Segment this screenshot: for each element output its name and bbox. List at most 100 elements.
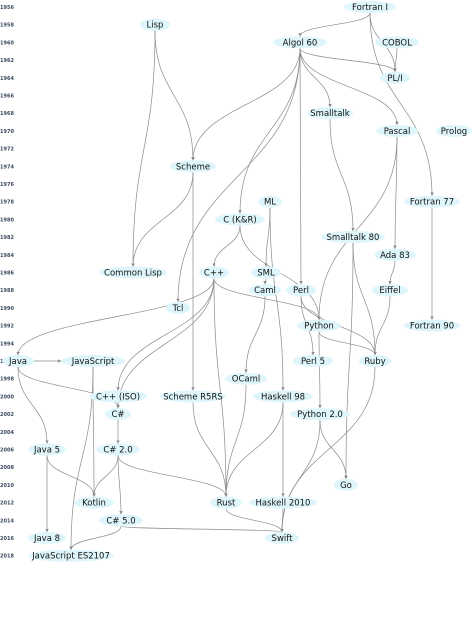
node-sml: SML (251, 266, 281, 279)
node-label: Perl 5 (301, 357, 325, 367)
node-background (99, 266, 167, 279)
node-go: Go (334, 478, 358, 491)
node-label: C# (111, 410, 124, 420)
node-label: ML (264, 198, 276, 208)
node-haskell98: Haskell 98 (253, 390, 313, 403)
node-label: Java 5 (33, 446, 60, 456)
node-smalltalk80: Smalltalk 80 (321, 231, 385, 244)
node-ml: ML (258, 195, 282, 208)
node-caml: Caml (249, 284, 281, 297)
node-label: Haskell 98 (261, 392, 305, 402)
node-label: Eiffel (379, 286, 400, 296)
year-label: 1972 (0, 147, 14, 153)
edge-java-to-java5 (17, 366, 49, 444)
edge-ada83-to-eiffel (388, 260, 396, 285)
edge-caml-to-ocaml (244, 296, 266, 373)
edge-csharp2-to-csharp5 (117, 455, 123, 515)
edge-algol60-to-scheme (191, 48, 301, 161)
node-java: Java (2, 355, 34, 367)
node-background (225, 372, 267, 385)
node-label: Lisp (147, 21, 164, 31)
edge-cpp-to-rust (213, 278, 228, 497)
node-background (293, 355, 333, 367)
edge-java5-to-kotlin (46, 455, 96, 497)
node-lisp: Lisp (140, 18, 170, 31)
node-fortran1: Fortran I (344, 1, 396, 13)
node-label: C# 5.0 (106, 516, 135, 526)
edge-scheme-to-commonlisp (131, 172, 194, 267)
edge-python2-to-go (319, 420, 348, 480)
node-python: Python (297, 319, 341, 332)
year-label: 1978 (0, 200, 14, 206)
node-background (28, 532, 66, 544)
node-label: Perl (293, 286, 309, 296)
node-label: SML (257, 269, 275, 279)
node-label: Ada 83 (380, 251, 410, 261)
node-perl: Perl (286, 284, 316, 297)
node-background (265, 532, 299, 544)
node-background (74, 496, 114, 509)
edge-sml-to-caml (263, 278, 267, 285)
node-label: Python 2.0 (297, 410, 343, 420)
node-background (286, 284, 316, 297)
node-background (334, 478, 358, 491)
node-perl5: Perl 5 (293, 355, 333, 367)
node-label: Java 8 (33, 534, 60, 544)
year-label: 1992 (0, 324, 14, 330)
year-label: 1970 (0, 129, 14, 135)
node-label: Smalltalk (310, 109, 350, 119)
year-label: 1958 (0, 23, 14, 29)
node-label: Prolog (441, 127, 467, 137)
node-background (89, 390, 147, 403)
year-label: 1984 (0, 253, 14, 259)
edge-ml-to-haskell98 (269, 207, 285, 391)
node-label: Fortran 90 (410, 322, 454, 332)
language-nodes: Fortran I Lisp Algol 60 COBOL PL/I Smalltalk P… (2, 1, 472, 562)
node-cobol: COBOL (375, 36, 419, 49)
year-label: 2006 (0, 448, 14, 454)
node-background (376, 124, 418, 137)
edge-fortran1-to-fortran77 (369, 12, 434, 196)
edge-fortran1-to-algol60 (298, 12, 371, 37)
node-pascal: Pascal (376, 124, 418, 137)
year-label: 1994 (0, 341, 14, 347)
year-axis: 1956 1958 1960 1962 1964 1966 1968 1970 1972 1974… (0, 5, 14, 560)
node-label: C++ (ISO) (96, 392, 140, 402)
node-background (140, 18, 170, 31)
node-csharp5: C# 5.0 (99, 514, 143, 527)
node-background (249, 284, 281, 297)
node-label: Scheme R5RS (163, 392, 223, 402)
edge-schemer5rs-to-rust (192, 402, 228, 497)
node-background (253, 390, 313, 403)
node-background (404, 319, 460, 332)
edge-algol60-to-smalltalk (299, 48, 332, 108)
node-label: Caml (254, 286, 276, 296)
node-kotlin: Kotlin (74, 496, 114, 509)
node-background (2, 355, 34, 367)
node-label: OCaml (232, 375, 260, 385)
node-background (258, 195, 282, 208)
node-label: Rust (217, 499, 236, 509)
node-label: Ruby (364, 357, 385, 367)
node-smalltalk: Smalltalk (307, 107, 353, 120)
node-algol60: Algol 60 (273, 36, 327, 49)
node-label: Tcl (172, 304, 184, 314)
year-label: 1960 (0, 40, 14, 46)
node-background (160, 390, 226, 403)
year-label: 2012 (0, 501, 14, 507)
edge-lisp-to-scheme (154, 30, 195, 161)
edge-haskell98-to-rust (224, 402, 284, 497)
node-java8: Java 8 (28, 532, 66, 544)
node-background (251, 266, 281, 279)
node-background (210, 496, 242, 509)
year-label: 1988 (0, 288, 14, 294)
node-background (297, 319, 341, 332)
node-js2107: JavaScript ES2107 (28, 549, 114, 562)
node-background (170, 160, 216, 173)
edge-cpp-to-python (213, 278, 321, 320)
node-commonlisp: Common Lisp (99, 266, 167, 279)
node-background (374, 248, 416, 261)
node-label: Fortran I (352, 3, 388, 13)
edge-rust-to-swift (225, 508, 284, 533)
node-background (321, 231, 385, 244)
